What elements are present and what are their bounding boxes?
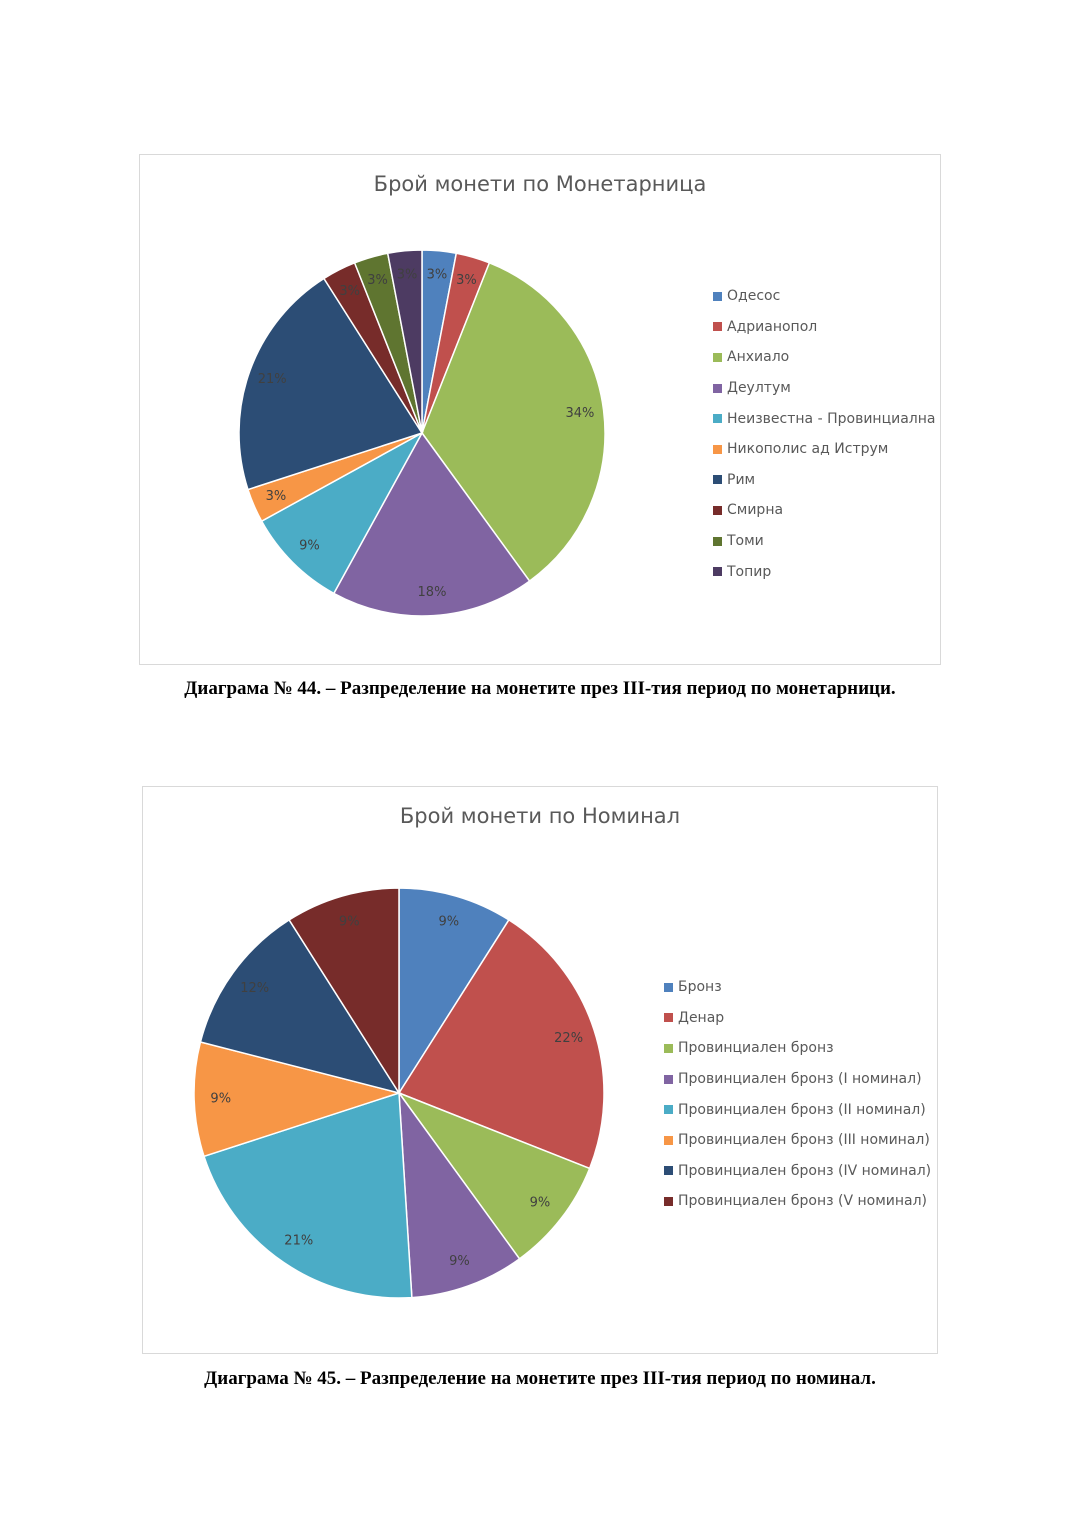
legend-label: Денар <box>678 1009 725 1026</box>
legend-swatch <box>713 444 722 454</box>
legend-item: Провинциален бронз (I номинал) <box>664 1064 931 1095</box>
pie-slice <box>260 431 424 595</box>
data-label: 9% <box>339 915 360 930</box>
legend-item: Одесос <box>713 281 935 312</box>
chart-legend: Одесос Адрианопол Анхиало Деултум Неизвестна… <box>713 281 935 587</box>
chart-legend: Бронз Денар Провинциален бронз Провинциален… <box>664 972 931 1217</box>
legend-swatch <box>664 1166 673 1176</box>
legend-swatch <box>664 1043 673 1053</box>
legend-label: Провинциален бронз (IV номинал) <box>678 1162 932 1179</box>
data-label: 18% <box>418 585 447 600</box>
data-label: 9% <box>299 539 320 554</box>
legend-label: Провинциален бронз (V номинал) <box>678 1193 927 1210</box>
data-label: 12% <box>240 981 269 996</box>
legend-label: Неизвестна - Провинциална <box>727 410 936 427</box>
pie-slice <box>203 1091 413 1299</box>
legend-label: Топир <box>727 563 772 580</box>
legend-swatch <box>664 1135 673 1145</box>
legend-item: Никополис ад Иструм <box>713 434 935 465</box>
legend-swatch <box>713 536 722 546</box>
data-label: 9% <box>530 1195 551 1210</box>
pie-slice <box>386 249 423 434</box>
caption-44: Диаграма № 44. – Разпределение на монети… <box>184 678 896 699</box>
legend-label: Томи <box>727 533 764 550</box>
data-label: 3% <box>427 267 448 282</box>
legend-swatch <box>664 1013 673 1023</box>
pie-slice <box>193 1041 402 1158</box>
data-label: 34% <box>566 406 595 421</box>
legend-swatch <box>713 505 722 515</box>
legend-item: Рим <box>713 465 935 496</box>
legend-item: Анхиало <box>713 342 935 373</box>
legend-label: Провинциален бронз (III номинал) <box>678 1132 930 1149</box>
pie-slice <box>398 887 510 1096</box>
legend-item: Провинциален бронз (II номинал) <box>664 1094 931 1125</box>
legend-item: Деултум <box>713 373 935 404</box>
legend-swatch <box>713 322 722 332</box>
legend-item: Денар <box>664 1003 931 1034</box>
legend-item: Провинциален бронз (IV номинал) <box>664 1156 931 1187</box>
data-label: 21% <box>284 1234 313 1249</box>
pie-slice <box>288 887 400 1096</box>
legend-label: Никополис ад Иструм <box>727 441 889 458</box>
data-label: 9% <box>438 915 459 930</box>
pie-slice <box>199 918 401 1095</box>
caption-45: Диаграма № 45. – Разпределение на монети… <box>204 1368 876 1389</box>
legend-item: Провинциален бронз (III номинал) <box>664 1125 931 1156</box>
legend-label: Бронз <box>678 979 722 996</box>
pie-slice <box>396 1091 591 1260</box>
pie-slice <box>238 277 424 491</box>
chart-denominations: Брой монети по Номинал Бронз Денар Провинц… <box>142 786 938 1354</box>
chart-title: Брой монети по Монетарница <box>373 172 707 196</box>
data-label: 9% <box>210 1092 231 1107</box>
legend-label: Смирна <box>727 502 784 519</box>
legend-swatch <box>713 291 722 301</box>
data-label: 3% <box>367 273 388 288</box>
legend-item: Топир <box>713 556 935 587</box>
data-label: 22% <box>554 1031 583 1046</box>
legend-item: Адрианопол <box>713 312 935 343</box>
legend-label: Провинциален бронз <box>678 1040 834 1057</box>
pie-slice <box>397 918 605 1170</box>
legend-label: Адрианопол <box>727 318 818 335</box>
legend-swatch <box>664 1074 673 1084</box>
chart-mints: Брой монети по Монетарница Одесос Адриано… <box>139 154 941 665</box>
legend-swatch <box>713 414 722 424</box>
legend-item: Провинциален бронз <box>664 1033 931 1064</box>
legend-swatch <box>713 352 722 362</box>
data-label: 3% <box>339 284 360 299</box>
legend-item: Бронз <box>664 972 931 1003</box>
legend-swatch <box>713 475 722 485</box>
chart-title: Брой монети по Номинал <box>399 804 681 828</box>
pie-slice <box>421 261 606 583</box>
legend-item: Томи <box>713 526 935 557</box>
pie-slice <box>332 431 531 617</box>
legend-label: Анхиало <box>727 349 790 366</box>
legend-swatch <box>713 567 722 577</box>
legend-label: Провинциален бронз (I номинал) <box>678 1071 922 1088</box>
legend-swatch <box>664 1196 673 1206</box>
data-label: 3% <box>456 273 477 288</box>
data-label: 3% <box>266 489 287 504</box>
legend-label: Деултум <box>727 380 791 397</box>
legend-label: Одесос <box>727 288 781 305</box>
data-label: 21% <box>258 372 287 387</box>
pie-slice <box>398 1090 521 1299</box>
legend-swatch <box>664 1105 673 1115</box>
legend-item: Смирна <box>713 495 935 526</box>
legend-label: Провинциален бронз (II номинал) <box>678 1101 926 1118</box>
legend-label: Рим <box>727 471 756 488</box>
data-label: 9% <box>449 1254 470 1269</box>
data-label: 3% <box>397 267 418 282</box>
legend-item: Неизвестна - Провинциална <box>713 403 935 434</box>
legend-swatch <box>664 982 673 992</box>
legend-swatch <box>713 383 722 393</box>
legend-item: Провинциален бронз (V номинал) <box>664 1186 931 1217</box>
